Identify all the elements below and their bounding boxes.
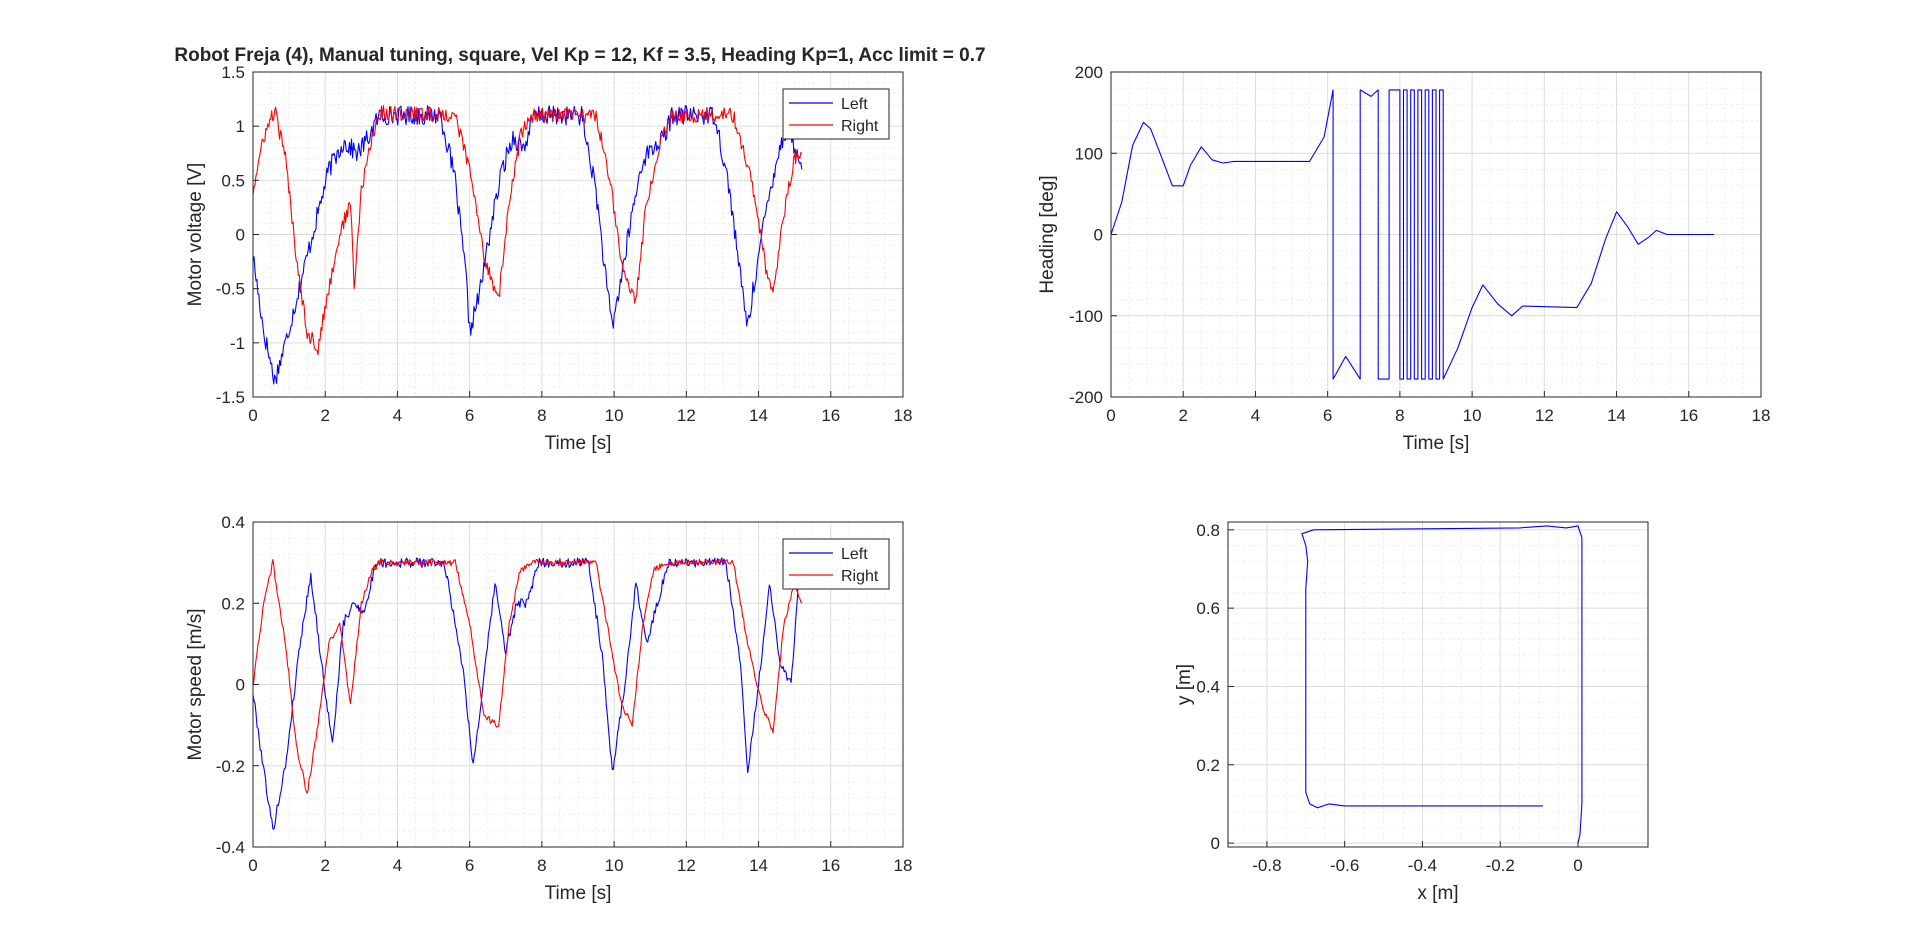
y-tick-label: 0.5 <box>221 171 245 190</box>
y-tick-label: 100 <box>1075 144 1103 163</box>
x-tick-label: -0.4 <box>1408 856 1437 875</box>
y-tick-label: 0.8 <box>1196 521 1220 540</box>
x-tick-label: 4 <box>393 856 402 875</box>
legend-label-left: Left <box>841 96 868 113</box>
xy-x-axis-label: x [m] <box>1417 883 1458 904</box>
y-tick-label: 0 <box>236 226 245 245</box>
x-tick-label: 16 <box>821 406 840 425</box>
speed-y-axis-label: Motor speed [m/s] <box>185 608 206 760</box>
x-tick-label: 4 <box>393 406 402 425</box>
x-tick-label: 0 <box>1573 856 1582 875</box>
x-tick-label: 14 <box>749 406 768 425</box>
y-tick-label: 1 <box>236 117 245 136</box>
x-tick-label: -0.8 <box>1252 856 1281 875</box>
heading-series-line <box>1110 89 1715 380</box>
x-tick-label: 14 <box>1607 406 1626 425</box>
voltage-series-left <box>252 105 803 385</box>
speed-x-axis-label: Time [s] <box>545 883 612 904</box>
voltage-plot: 0 2 4 6 8 10 12 14 16 18 -1.5 -1 -0.5 0 0.5 1 1.5 Time [s… <box>185 63 912 454</box>
x-tick-label: 8 <box>537 856 546 875</box>
xy-axes-box <box>1227 521 1649 848</box>
legend-label-right: Right <box>841 118 879 135</box>
y-tick-label: 0.4 <box>1196 677 1220 696</box>
y-tick-label: 0.2 <box>221 594 245 613</box>
y-tick-label: 200 <box>1075 63 1103 82</box>
voltage-y-axis-label: Motor voltage [V] <box>185 163 206 307</box>
y-tick-label: 0 <box>1211 834 1220 853</box>
x-tick-label: 0 <box>248 406 257 425</box>
x-tick-label: 6 <box>465 856 474 875</box>
x-tick-label: 10 <box>1463 406 1482 425</box>
x-tick-label: 8 <box>537 406 546 425</box>
y-tick-label: -100 <box>1069 307 1103 326</box>
x-tick-label: 16 <box>821 856 840 875</box>
speed-plot: 0 2 4 6 8 10 12 14 16 18 -0.4 -0.2 0 0.2 0.4 Time [s] Mo… <box>185 513 912 904</box>
x-tick-label: -0.6 <box>1330 856 1359 875</box>
y-tick-label: 0.6 <box>1196 599 1220 618</box>
y-tick-label: -1 <box>230 334 245 353</box>
x-tick-label: 6 <box>1323 406 1332 425</box>
x-tick-label: 12 <box>1535 406 1554 425</box>
xy-series-line <box>1301 525 1583 844</box>
y-tick-label: 0.2 <box>1196 756 1220 775</box>
legend-label-left: Left <box>841 546 868 563</box>
xy-axes-background <box>1228 522 1648 847</box>
voltage-series-right <box>252 105 803 356</box>
x-tick-label: 0 <box>248 856 257 875</box>
y-tick-label: 1.5 <box>221 63 245 82</box>
x-tick-label: 2 <box>320 406 329 425</box>
x-tick-label: 2 <box>1178 406 1187 425</box>
x-tick-label: 18 <box>894 406 913 425</box>
y-tick-label: -0.4 <box>216 838 245 857</box>
heading-y-axis-label: Heading [deg] <box>1037 175 1058 293</box>
x-tick-label: 18 <box>1752 406 1771 425</box>
x-tick-label: 10 <box>605 406 624 425</box>
y-tick-label: -1.5 <box>216 388 245 407</box>
x-tick-label: 4 <box>1251 406 1260 425</box>
x-tick-label: 16 <box>1679 406 1698 425</box>
x-tick-label: 12 <box>677 406 696 425</box>
x-tick-label: 18 <box>894 856 913 875</box>
y-tick-label: 0.4 <box>221 513 245 532</box>
voltage-x-axis-label: Time [s] <box>545 433 612 454</box>
legend-box <box>782 88 890 140</box>
y-tick-label: -0.5 <box>216 280 245 299</box>
heading-plot: 0 2 4 6 8 10 12 14 16 18 -200 -100 0 100 200 Time [s] He… <box>1037 63 1770 454</box>
x-tick-label: 2 <box>320 856 329 875</box>
x-tick-label: 12 <box>677 856 696 875</box>
x-tick-label: 0 <box>1106 406 1115 425</box>
x-tick-label: 14 <box>749 856 768 875</box>
legend-box <box>782 538 890 590</box>
x-tick-label: 6 <box>465 406 474 425</box>
xy-plot: -0.8 -0.6 -0.4 -0.2 0 0 0.2 0.4 0.6 0.8 x [m] y [m] <box>1174 521 1649 904</box>
y-tick-label: -0.2 <box>216 757 245 776</box>
heading-x-axis-label: Time [s] <box>1403 433 1470 454</box>
y-tick-label: -200 <box>1069 388 1103 407</box>
x-tick-label: 10 <box>605 856 624 875</box>
y-tick-label: 0 <box>1094 226 1103 245</box>
x-tick-label: 8 <box>1395 406 1404 425</box>
y-tick-label: 0 <box>236 676 245 695</box>
speed-legend: Left Right <box>782 538 890 590</box>
figure-title: Robot Freja (4), Manual tuning, square, … <box>174 45 985 66</box>
voltage-legend: Left Right <box>782 88 890 140</box>
legend-label-right: Right <box>841 568 879 585</box>
speed-series-right <box>252 558 803 794</box>
x-tick-label: -0.2 <box>1486 856 1515 875</box>
speed-series-left <box>252 557 807 830</box>
xy-y-axis-label: y [m] <box>1174 664 1195 705</box>
